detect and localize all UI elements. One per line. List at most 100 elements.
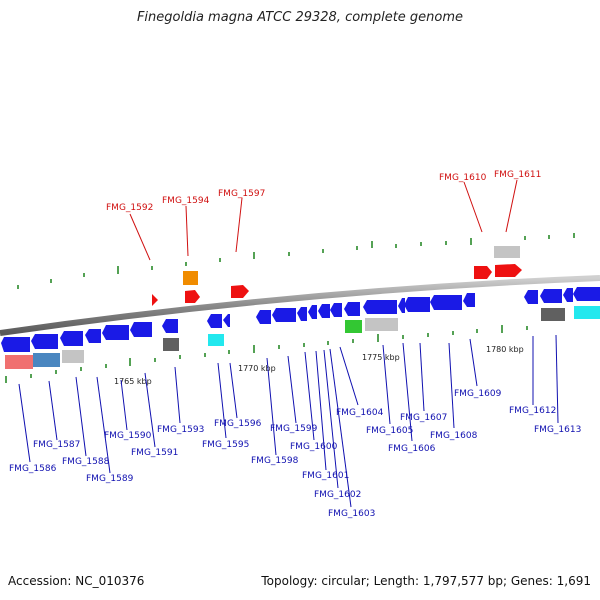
gene-label-fmg-1609: FMG_1609 <box>454 389 502 399</box>
cds-arrow <box>318 304 330 318</box>
gene-label-fmg-1606: FMG_1606 <box>388 444 436 454</box>
leader-line <box>402 342 413 442</box>
gene-box-lightgray <box>365 318 398 331</box>
gene-arrow-fmg-1610 <box>474 266 492 279</box>
gene-label-fmg-1587: FMG_1587 <box>33 440 80 450</box>
gene-label-fmg-1591: FMG_1591 <box>131 448 178 458</box>
gene-box-cyan <box>208 334 224 346</box>
gene-label-fmg-1601: FMG_1601 <box>302 471 349 481</box>
reverse-strand-boxes <box>5 306 600 369</box>
cds-arrow <box>463 293 475 307</box>
leader-line <box>75 376 87 457</box>
leader-line <box>129 213 151 261</box>
leader-line <box>185 205 189 257</box>
leader-line <box>555 334 559 424</box>
gene-box-cyan-2 <box>574 306 600 319</box>
gene-label-fmg-1610: FMG_1610 <box>439 173 487 183</box>
gene-box-green <box>345 320 362 333</box>
cds-arrow <box>363 300 397 314</box>
gene-box-fmg-1594-orange <box>183 271 198 285</box>
gene-label-fmg-1598: FMG_1598 <box>251 456 299 466</box>
highlight-leader-lines <box>129 179 518 261</box>
genome-backbone <box>0 275 600 336</box>
gene-box-gray <box>62 350 84 363</box>
gene-label-fmg-1588: FMG_1588 <box>62 457 110 467</box>
leader-line <box>315 350 327 471</box>
accession-label: Accession: NC_010376 <box>8 574 145 588</box>
gene-arrow-fmg-1611 <box>495 264 522 277</box>
leader-line <box>217 362 227 439</box>
gene-label-fmg-1595: FMG_1595 <box>202 440 249 450</box>
outer-tick-row <box>17 233 575 289</box>
cds-arrow <box>430 295 462 310</box>
leader-line <box>266 357 277 456</box>
scale-label: 1765 kbp <box>114 377 152 386</box>
cds-arrow <box>162 319 178 333</box>
leader-line <box>448 342 455 429</box>
gene-label-fmg-1594: FMG_1594 <box>162 196 210 206</box>
gene-label-fmg-1590: FMG_1590 <box>104 431 152 441</box>
cds-arrow <box>404 297 430 312</box>
leader-line <box>323 349 339 489</box>
leader-line <box>329 348 352 508</box>
gene-label-fmg-1596: FMG_1596 <box>214 419 262 429</box>
leader-line <box>120 379 128 431</box>
leader-line <box>229 362 238 419</box>
gene-label-fmg-1589: FMG_1589 <box>86 474 134 484</box>
gene-arrow-fmg-1594-red <box>185 290 200 303</box>
gene-leader-lines <box>18 334 559 508</box>
gene-box-steelblue <box>33 353 60 367</box>
scale-label: 1775 kbp <box>362 353 400 362</box>
leader-line <box>48 380 58 441</box>
cds-arrow <box>1 337 30 352</box>
gene-label-fmg-1600: FMG_1600 <box>290 442 338 452</box>
forward-strand-features <box>152 246 522 306</box>
leader-line <box>174 366 181 424</box>
cds-arrow <box>60 331 83 346</box>
leader-line <box>235 197 243 253</box>
gene-label-fmg-1592: FMG_1592 <box>106 203 153 213</box>
gene-labels: FMG_1586 FMG_1587 FMG_1588 FMG_1589 FMG_… <box>9 389 581 519</box>
leader-line <box>382 344 391 425</box>
inner-tick-row <box>5 325 528 383</box>
reverse-strand-features <box>1 287 600 352</box>
gene-label-fmg-1604: FMG_1604 <box>336 408 384 418</box>
cds-arrow <box>256 310 271 324</box>
cds-arrow <box>31 334 58 349</box>
leader-line <box>304 351 315 441</box>
cds-arrow <box>130 322 152 337</box>
gene-box-darkgray <box>163 338 179 351</box>
gene-box-fmg-1611-gray <box>494 246 520 258</box>
gene-label-fmg-1593: FMG_1593 <box>157 425 204 435</box>
cds-arrow <box>102 325 129 340</box>
cds-arrow <box>398 298 405 313</box>
highlight-labels: FMG_1592 FMG_1594 FMG_1597 FMG_1610 FMG_… <box>106 170 541 213</box>
gene-arrow-fmg-1592 <box>152 294 158 306</box>
cds-arrow <box>223 314 230 327</box>
scale-label: 1770 kbp <box>238 364 276 373</box>
gene-label-fmg-1607: FMG_1607 <box>400 413 447 423</box>
cds-arrow <box>297 307 307 321</box>
gene-box-salmon <box>5 355 33 369</box>
map-title: Finegoldia magna ATCC 29328, complete ge… <box>136 10 464 25</box>
gene-label-fmg-1611: FMG_1611 <box>494 170 541 180</box>
leader-line <box>469 338 478 387</box>
gene-label-fmg-1586: FMG_1586 <box>9 464 57 474</box>
gene-label-fmg-1602: FMG_1602 <box>314 490 361 500</box>
leader-line <box>339 346 359 406</box>
cds-arrow <box>540 289 562 303</box>
cds-arrow <box>308 305 317 319</box>
cds-arrow <box>85 329 101 343</box>
genome-summary: Topology: circular; Length: 1,797,577 bp… <box>261 574 591 588</box>
gene-box-darkgray-2 <box>541 308 565 321</box>
leader-line <box>144 372 156 448</box>
leader-line <box>287 355 297 424</box>
gene-arrow-fmg-1597 <box>231 285 249 298</box>
cds-arrow <box>272 308 296 322</box>
gene-label-fmg-1612: FMG_1612 <box>509 406 556 416</box>
cds-arrow <box>344 302 360 316</box>
leader-line <box>505 179 518 233</box>
cds-arrow <box>563 288 573 302</box>
